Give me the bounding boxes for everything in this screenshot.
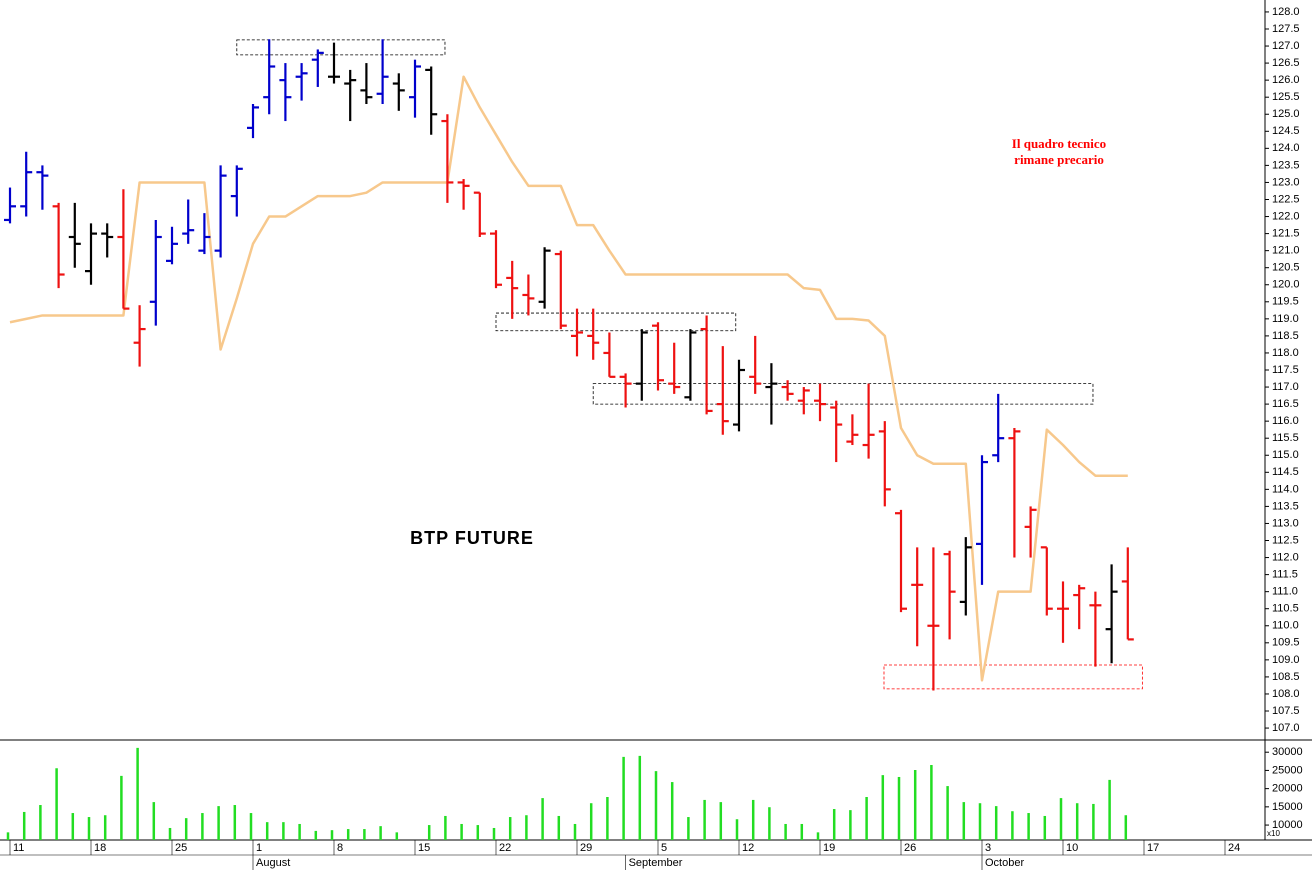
x-tick-label: 11: [13, 842, 24, 854]
y-tick-label: 117.5: [1272, 364, 1299, 376]
y-tick-label: 122.5: [1272, 193, 1300, 205]
x-tick-label: 12: [742, 842, 754, 854]
y-tick-label: 111.0: [1272, 586, 1298, 598]
x-tick-label: 3: [985, 842, 991, 854]
y-tick-label: 112.0: [1272, 551, 1299, 563]
x-tick-label: 10: [1066, 842, 1078, 854]
y-tick-label: 110.0: [1272, 620, 1299, 632]
volume-tick-label: 20000: [1272, 783, 1303, 795]
y-tick-label: 115.5: [1272, 432, 1299, 444]
y-tick-label: 126.5: [1272, 57, 1300, 69]
y-tick-label: 128.0: [1272, 6, 1300, 18]
y-tick-label: 121.5: [1272, 228, 1300, 240]
y-tick-label: 107.5: [1272, 705, 1300, 717]
x-tick-label: 5: [661, 842, 667, 854]
zone-box: [495, 312, 737, 332]
volume-tick-label: 10000: [1272, 819, 1303, 831]
y-tick-label: 115.0: [1272, 449, 1299, 461]
y-tick-label: 126.0: [1272, 74, 1300, 86]
y-tick-label: 114.0: [1272, 483, 1299, 495]
zone-box: [592, 383, 1094, 405]
y-tick-label: 116.5: [1272, 398, 1299, 410]
y-tick-label: 110.5: [1272, 603, 1299, 615]
month-label: October: [985, 857, 1024, 869]
x-tick-label: 17: [1147, 842, 1159, 854]
y-tick-label: 108.5: [1272, 671, 1300, 683]
y-tick-label: 117.0: [1272, 381, 1299, 393]
y-tick-label: 113.0: [1272, 517, 1299, 529]
y-tick-label: 120.5: [1272, 262, 1300, 274]
y-tick-label: 122.0: [1272, 210, 1300, 222]
volume-tick-label: 25000: [1272, 764, 1303, 776]
x-tick-label: 24: [1228, 842, 1240, 854]
x-tick-label: 1: [256, 842, 262, 854]
y-tick-label: 111.5: [1272, 569, 1298, 581]
month-label: September: [629, 857, 683, 869]
y-tick-label: 124.0: [1272, 142, 1300, 154]
y-tick-label: 116.0: [1272, 415, 1299, 427]
y-tick-label: 120.0: [1272, 279, 1300, 291]
y-tick-label: 118.5: [1272, 330, 1299, 342]
y-tick-label: 119.5: [1272, 296, 1299, 308]
y-tick-label: 114.5: [1272, 466, 1299, 478]
y-tick-label: 112.5: [1272, 534, 1299, 546]
y-tick-label: 125.5: [1272, 91, 1300, 103]
x-tick-label: 8: [337, 842, 343, 854]
annotation: rimane precario: [1014, 152, 1104, 167]
x-tick-label: 19: [823, 842, 835, 854]
y-tick-label: 124.5: [1272, 125, 1300, 137]
zone-box: [883, 664, 1143, 690]
x-tick-label: 29: [580, 842, 592, 854]
y-tick-label: 123.5: [1272, 159, 1300, 171]
y-tick-label: 109.5: [1272, 637, 1300, 649]
x-tick-label: 22: [499, 842, 511, 854]
y-tick-label: 119.0: [1272, 313, 1299, 325]
x-tick-label: 25: [175, 842, 187, 854]
x-tick-label: 15: [418, 842, 430, 854]
y-tick-label: 121.0: [1272, 245, 1300, 257]
zone-box: [236, 39, 446, 56]
volume-multiplier: x10: [1267, 829, 1280, 838]
y-tick-label: 127.5: [1272, 23, 1300, 35]
y-tick-label: 107.0: [1272, 722, 1300, 734]
volume-tick-label: 15000: [1272, 801, 1303, 813]
annotation: Il quadro tecnico: [1012, 136, 1106, 151]
y-tick-label: 127.0: [1272, 40, 1300, 52]
x-tick-label: 26: [904, 842, 916, 854]
y-tick-label: 123.0: [1272, 176, 1300, 188]
month-label: August: [256, 857, 290, 869]
y-tick-label: 125.0: [1272, 108, 1300, 120]
chart-title: BTP FUTURE: [410, 528, 534, 548]
volume-tick-label: 30000: [1272, 746, 1303, 758]
indicator-line: [9, 75, 1128, 682]
y-tick-label: 118.0: [1272, 347, 1299, 359]
y-tick-label: 109.0: [1272, 654, 1300, 666]
y-tick-label: 108.0: [1272, 688, 1300, 700]
x-tick-label: 18: [94, 842, 106, 854]
y-tick-label: 113.5: [1272, 500, 1299, 512]
